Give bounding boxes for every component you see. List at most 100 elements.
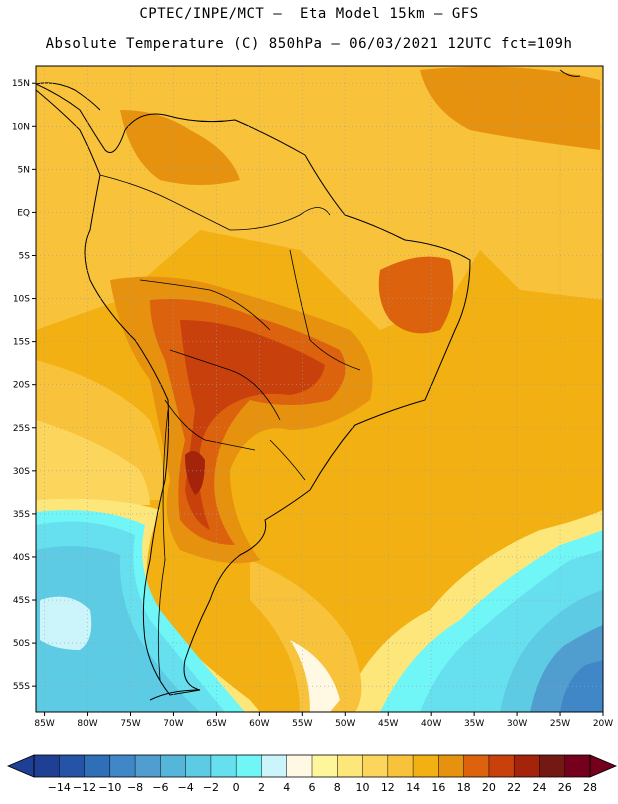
field-m6-m4-satl: [560, 660, 603, 712]
lon-tick-label: 25W: [550, 719, 570, 729]
lon-tick-label: 60W: [249, 719, 269, 729]
lon-tick-label: 55W: [292, 719, 312, 729]
field-20-22-north: [120, 110, 240, 185]
colorbar-swatch: [84, 755, 111, 777]
south-america-coastline: [36, 83, 471, 696]
field-20-22-atlantic: [420, 66, 600, 150]
lon-tick-label: 70W: [163, 719, 183, 729]
lon-tick-label: 85W: [34, 719, 54, 729]
colorbar-label: 24: [532, 781, 546, 794]
field-4-6-pacific-patch: [40, 596, 92, 650]
colorbar-swatch: [413, 755, 439, 777]
border-venezuela: [229, 207, 331, 231]
border-colombia: [99, 174, 231, 231]
colorbar-label: 2: [258, 781, 265, 794]
colorbar-swatch: [236, 755, 262, 777]
colorbar-low-arrow: [6, 754, 35, 778]
colorbar-label: 14: [406, 781, 420, 794]
colorbar-swatch: [362, 755, 389, 777]
colorbar-swatch: [488, 755, 515, 777]
latitude-axis: 15N 10N 5N EQ 5S 10S 15S 20S 25S 30S 35S 40S 45S 50S 5…: [12, 79, 36, 692]
colorbar-label: 26: [558, 781, 572, 794]
colorbar: −14 −12 −10 −8 −6 −4 −2 0 2 4 6 8 10 12 14 16 18 20 22 24 26…: [6, 754, 618, 794]
lon-tick-label: 20W: [593, 719, 613, 729]
colorbar-label: 20: [482, 781, 496, 794]
lon-tick-label: 40W: [421, 719, 441, 729]
lon-tick-label: 50W: [335, 719, 355, 729]
colorbar-label: −4: [178, 781, 194, 794]
colorbar-high-arrow: [589, 754, 618, 778]
colorbar-swatch: [160, 755, 186, 777]
colorbar-swatch: [185, 755, 212, 777]
colorbar-label: −6: [152, 781, 168, 794]
chart-title-line-2: Absolute Temperature (C) 850hPa – 06/03/…: [45, 36, 573, 52]
colorbar-label: 4: [283, 781, 290, 794]
caribbean-islands: [559, 69, 581, 77]
colorbar-label: 10: [356, 781, 370, 794]
colorbar-label: 16: [431, 781, 445, 794]
lat-tick-label: 30S: [13, 467, 30, 477]
tierra-del-fuego-coast: [149, 689, 201, 701]
colorbar-swatch: [135, 755, 161, 777]
map-frame: [35, 65, 604, 713]
lat-tick-label: 15S: [13, 338, 30, 348]
colorbar-swatch: [539, 755, 566, 777]
lon-tick-label: 35W: [464, 719, 484, 729]
field-22-24-nebrazil: [378, 256, 454, 334]
field-24-26-continent: [180, 320, 325, 530]
colorbar-swatch: [34, 755, 60, 777]
colorbar-swatch: [261, 755, 288, 777]
lat-tick-label: 40S: [13, 553, 30, 563]
field-26-28-chaco: [185, 451, 205, 495]
lat-tick-label: 5N: [18, 165, 30, 175]
temperature-field: [36, 66, 603, 712]
colorbar-swatch: [438, 755, 464, 777]
colorbar-swatch: [312, 755, 338, 777]
colorbar-swatch: [109, 755, 136, 777]
colorbar-label: −10: [98, 781, 121, 794]
border-bolivia: [169, 349, 281, 421]
border-uruguay: [269, 439, 306, 481]
chart-title-line-1: CPTEC/INPE/MCT – Eta Model 15km – GFS: [139, 6, 479, 22]
colorbar-label: −8: [127, 781, 143, 794]
lat-tick-label: 20S: [13, 381, 30, 391]
colorbar-label: 12: [381, 781, 395, 794]
lat-lon-grid: [36, 66, 603, 712]
colorbar-label: 18: [457, 781, 471, 794]
lat-tick-label: 5S: [19, 251, 31, 261]
lon-tick-label: 30W: [507, 719, 527, 729]
colorbar-swatch: [59, 755, 85, 777]
lat-tick-label: 10N: [12, 122, 30, 132]
lat-tick-label: 45S: [13, 596, 30, 606]
colorbar-label: −12: [73, 781, 96, 794]
central-america-coast: [36, 82, 101, 111]
lon-tick-label: 45W: [378, 719, 398, 729]
colorbar-label: −2: [203, 781, 219, 794]
longitude-axis: 85W 80W 75W 70W 65W 60W 55W 50W 45W 40W 35W 30W 25W 2…: [34, 712, 613, 729]
colorbar-label: 0: [233, 781, 240, 794]
lat-tick-label: 55S: [13, 682, 30, 692]
lat-tick-label: 35S: [13, 510, 30, 520]
lat-tick-label: 25S: [13, 424, 30, 434]
colorbar-swatch: [564, 755, 591, 777]
lon-tick-label: 65W: [206, 719, 226, 729]
colorbar-swatch: [463, 755, 490, 777]
coastlines: [36, 69, 581, 701]
colorbar-swatch: [337, 755, 363, 777]
colorbar-swatch: [210, 755, 237, 777]
lon-tick-label: 75W: [120, 719, 140, 729]
country-borders: [99, 174, 361, 681]
colorbar-swatch: [387, 755, 414, 777]
lat-tick-label: 50S: [13, 639, 30, 649]
border-peru-brazil: [139, 279, 271, 331]
colorbar-label: 28: [583, 781, 597, 794]
lat-tick-label: EQ: [17, 208, 30, 218]
colorbar-swatch: [514, 755, 540, 777]
field-16-18-tongue: [250, 560, 362, 712]
border-brazil-states: [289, 249, 361, 371]
colorbar-label: 22: [507, 781, 521, 794]
colorbar-label: 8: [334, 781, 341, 794]
lat-tick-label: 10S: [13, 295, 30, 305]
